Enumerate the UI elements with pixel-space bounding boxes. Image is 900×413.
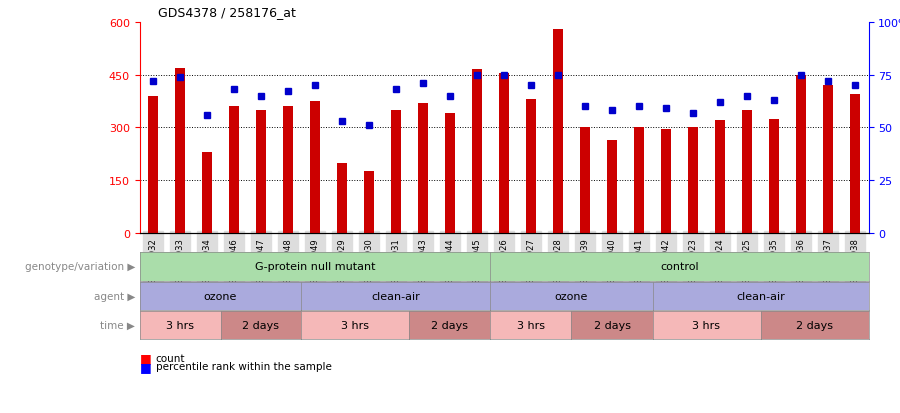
Bar xyxy=(634,128,644,233)
Text: 2 days: 2 days xyxy=(796,320,833,330)
Bar xyxy=(446,114,454,233)
Bar xyxy=(770,119,778,233)
Bar xyxy=(850,95,860,233)
Bar xyxy=(148,97,157,233)
Text: 3 hrs: 3 hrs xyxy=(692,320,721,330)
Bar xyxy=(662,130,670,233)
Bar xyxy=(310,102,320,233)
Bar xyxy=(364,172,373,233)
Text: percentile rank within the sample: percentile rank within the sample xyxy=(156,361,331,371)
Bar xyxy=(472,70,482,233)
Text: clean-air: clean-air xyxy=(372,291,420,301)
Text: 3 hrs: 3 hrs xyxy=(517,320,545,330)
Bar xyxy=(716,121,724,233)
Bar xyxy=(392,110,400,233)
Text: ozone: ozone xyxy=(203,291,238,301)
Text: time ▶: time ▶ xyxy=(100,320,135,330)
Text: clean-air: clean-air xyxy=(736,291,785,301)
Text: ozone: ozone xyxy=(554,291,589,301)
Text: GDS4378 / 258176_at: GDS4378 / 258176_at xyxy=(158,6,295,19)
Bar xyxy=(338,163,346,233)
Bar xyxy=(418,103,427,233)
Bar xyxy=(230,107,238,233)
Text: 3 hrs: 3 hrs xyxy=(341,320,370,330)
Bar xyxy=(256,110,266,233)
Bar xyxy=(554,30,562,233)
Bar xyxy=(176,68,184,233)
Bar xyxy=(824,86,832,233)
Text: agent ▶: agent ▶ xyxy=(94,291,135,301)
Text: count: count xyxy=(156,353,185,363)
Text: ■: ■ xyxy=(140,351,151,365)
Text: 3 hrs: 3 hrs xyxy=(166,320,194,330)
Bar xyxy=(526,100,536,233)
Bar xyxy=(608,140,616,233)
Bar xyxy=(202,152,211,233)
Bar xyxy=(500,74,508,233)
Text: 2 days: 2 days xyxy=(242,320,280,330)
Text: genotype/variation ▶: genotype/variation ▶ xyxy=(24,262,135,272)
Bar xyxy=(742,110,752,233)
Bar xyxy=(580,128,590,233)
Text: 2 days: 2 days xyxy=(431,320,469,330)
Bar xyxy=(796,75,806,233)
Text: control: control xyxy=(661,262,698,272)
Text: G-protein null mutant: G-protein null mutant xyxy=(255,262,375,272)
Bar xyxy=(284,107,292,233)
Bar xyxy=(688,128,698,233)
Text: 2 days: 2 days xyxy=(593,320,631,330)
Text: ■: ■ xyxy=(140,360,151,373)
